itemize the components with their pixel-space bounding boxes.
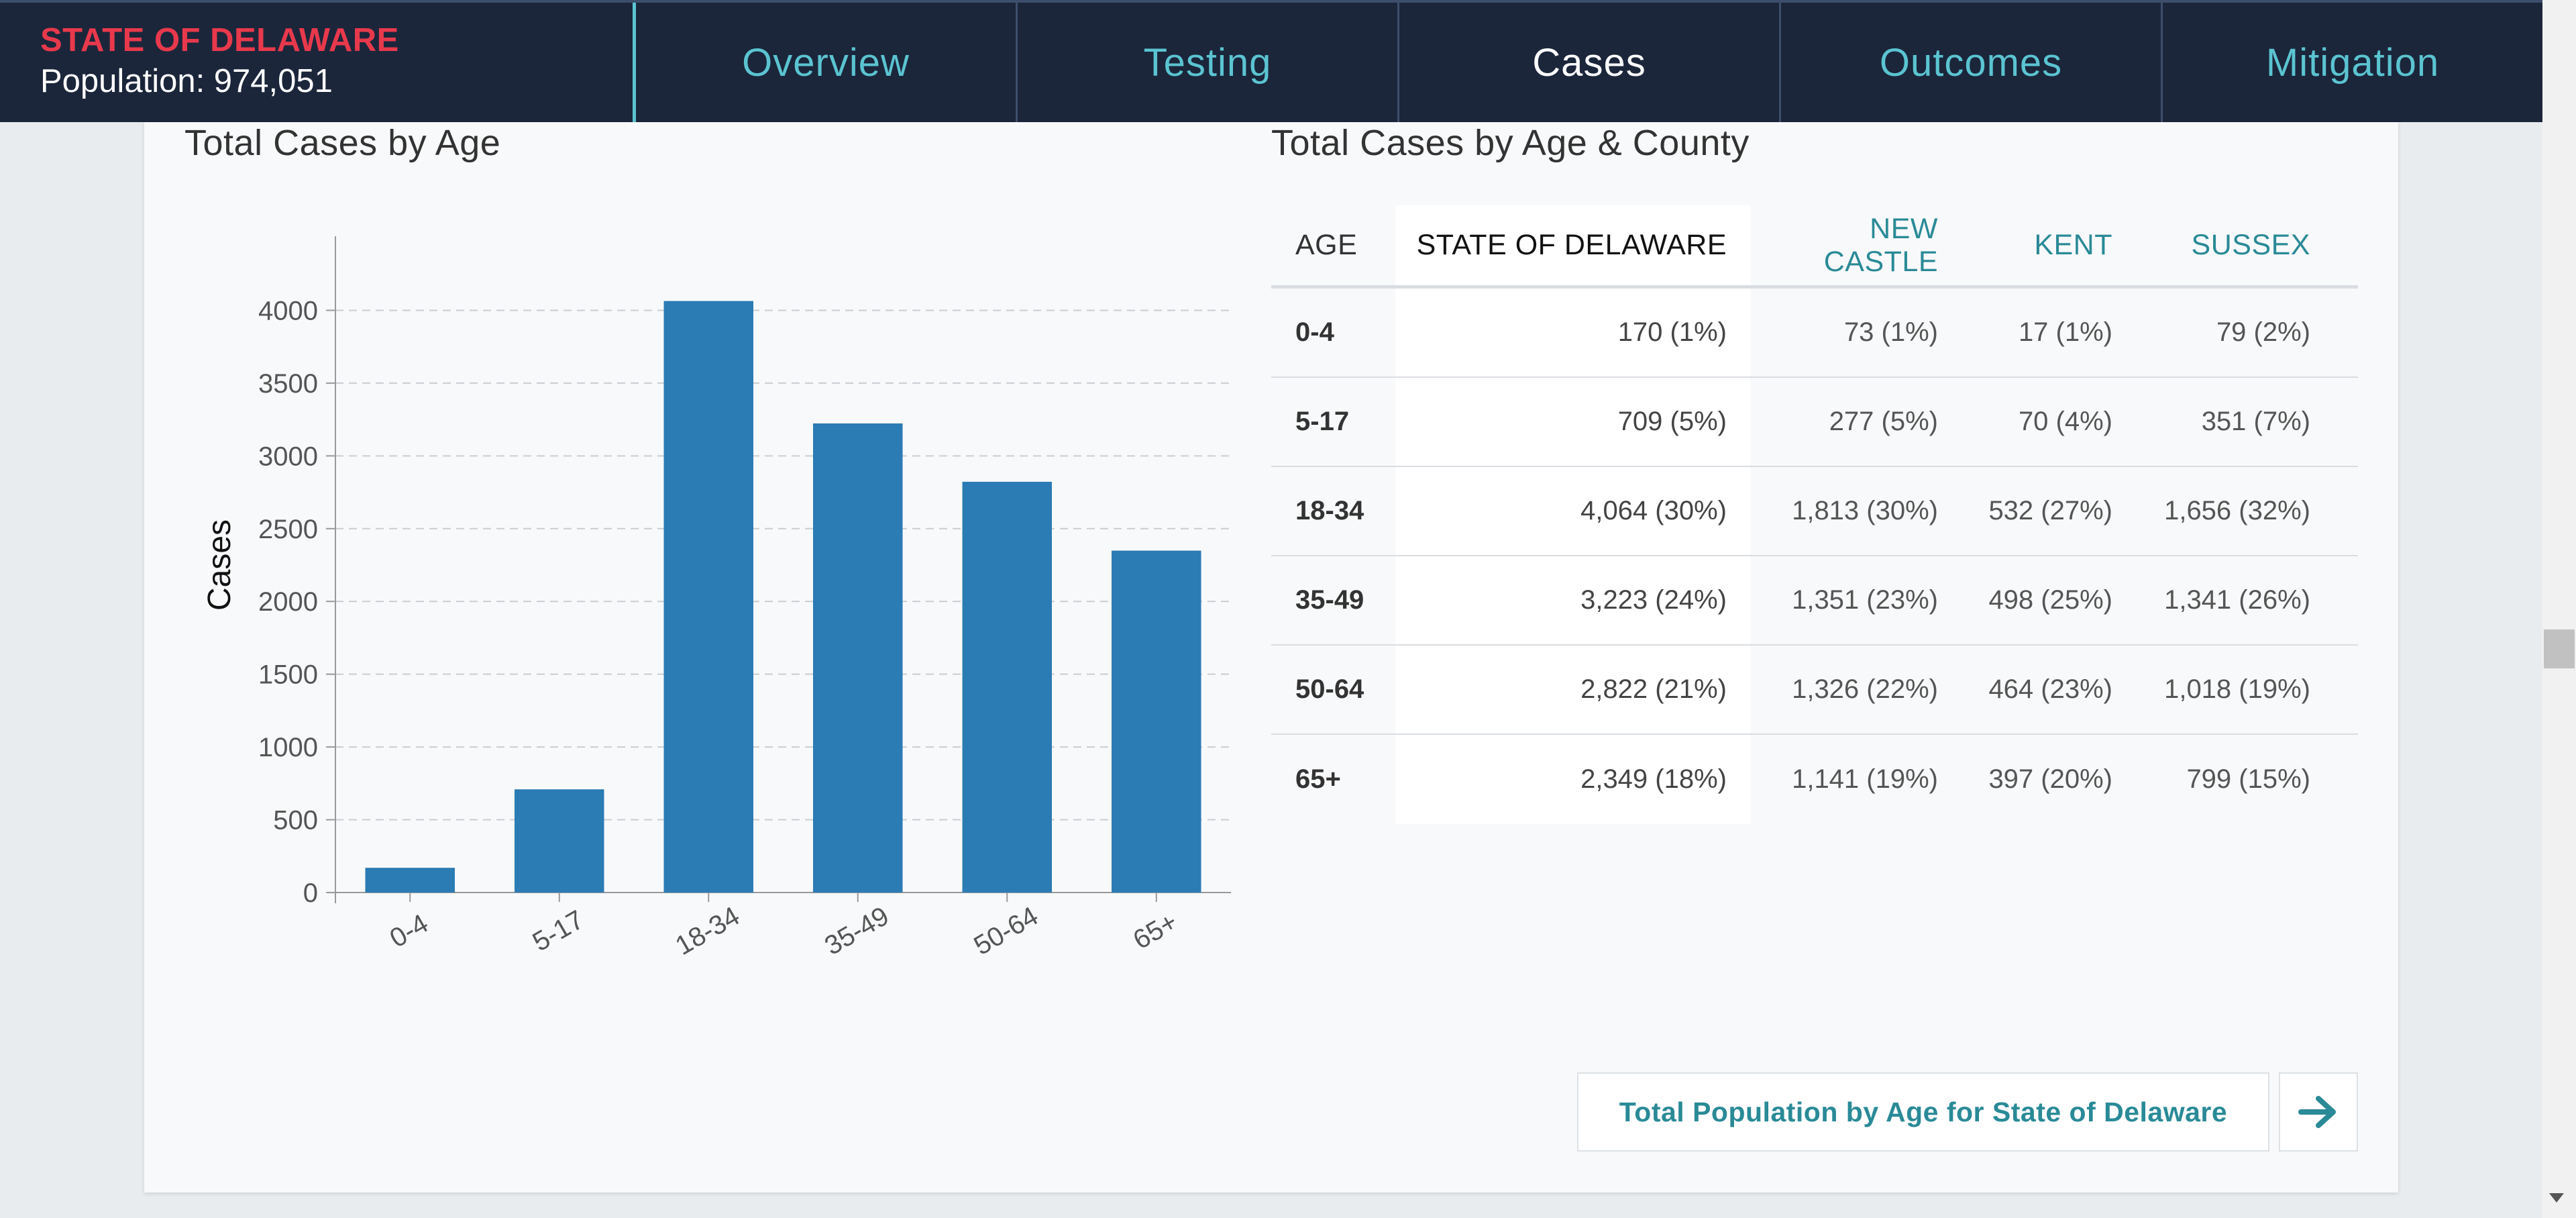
cell-sussex: 1,018 (19%) [2164,674,2310,704]
table-row: 0-4 170 (1%) 73 (1%) 17 (1%) 79 (2%) [1271,289,2358,378]
tab-outcomes[interactable]: Outcomes [1779,3,2161,122]
scrollbar-thumb[interactable] [2544,629,2575,668]
page-scrollbar[interactable] [2542,0,2576,1218]
y-tick-label: 2000 [258,587,318,617]
y-tick-label: 500 [273,806,318,835]
cell-kent: 17 (1%) [2018,317,2112,347]
top-header: STATE OF DELAWARE Population: 974,051 Ov… [0,0,2542,122]
x-tick-label: 0-4 [385,909,433,954]
cell-age: 0-4 [1295,317,1334,347]
y-tick-label: 2500 [258,515,318,544]
arrow-right-icon [2298,1096,2336,1128]
cell-new-castle: 1,351 (23%) [1792,585,1938,615]
y-tick-label: 1000 [258,733,318,762]
table-row: 50-64 2,822 (21%) 1,326 (22%) 464 (23%) … [1271,646,2358,735]
cell-age: 5-17 [1295,407,1350,436]
table-row: 35-49 3,223 (24%) 1,351 (23%) 498 (25%) … [1271,556,2358,646]
col-header-state[interactable]: STATE OF DELAWARE [1395,205,1751,285]
cell-sussex: 1,341 (26%) [2164,585,2310,615]
y-tick-label: 0 [303,878,318,908]
cell-new-castle: 1,326 (22%) [1792,674,1938,704]
brand-block: STATE OF DELAWARE Population: 974,051 [0,3,636,122]
table-row: 18-34 4,064 (30%) 1,813 (30%) 532 (27%) … [1271,467,2358,556]
state-name: STATE OF DELAWARE [40,22,399,58]
x-tick-label: 18-34 [670,901,745,961]
cell-kent: 532 (27%) [1988,496,2112,525]
cell-sussex: 351 (7%) [2201,407,2310,436]
cell-new-castle: 1,141 (19%) [1792,764,1938,794]
cell-age: 65+ [1295,764,1341,794]
cases-table: AGE STATE OF DELAWARE NEW CASTLE KENT SU… [1271,205,2358,824]
cell-sussex: 1,656 (32%) [2164,496,2310,525]
tab-cases[interactable]: Cases [1397,3,1779,122]
y-tick-label: 4000 [258,296,318,325]
cell-kent: 397 (20%) [1988,764,2112,794]
cell-state: 4,064 (30%) [1395,467,1751,555]
cell-kent: 464 (23%) [1988,674,2112,704]
cell-state: 3,223 (24%) [1395,556,1751,644]
tab-testing[interactable]: Testing [1016,3,1397,122]
table-header-row: AGE STATE OF DELAWARE NEW CASTLE KENT SU… [1271,205,2358,289]
next-arrow-button[interactable] [2279,1072,2358,1152]
bar-35-49 [813,423,903,893]
chart-title: Total Cases by Age [184,123,501,163]
cell-sussex: 799 (15%) [2186,764,2310,794]
cases-by-age-chart: 0 500 1000 1500 2000 2500 3000 3500 4000 0-4 5-17 1… [202,236,1231,961]
x-tick-label: 65+ [1128,907,1183,955]
cell-new-castle: 277 (5%) [1829,407,1938,436]
table-body: 0-4 170 (1%) 73 (1%) 17 (1%) 79 (2%) 5-1… [1271,289,2358,824]
x-tick-label: 50-64 [969,901,1043,961]
col-header-sussex[interactable]: SUSSEX [2191,229,2310,261]
bar-5-17 [515,789,604,893]
cell-kent: 70 (4%) [2018,407,2112,436]
cell-age: 35-49 [1295,585,1364,615]
cell-state: 170 (1%) [1395,289,1751,376]
cell-new-castle: 1,813 (30%) [1792,496,1938,525]
x-tick-label: 35-49 [820,901,894,961]
cell-state: 2,349 (18%) [1395,735,1751,824]
table-row: 5-17 709 (5%) 277 (5%) 70 (4%) 351 (7%) [1271,378,2358,467]
content-card: Total Cases by Age Total Cases by Age & … [144,122,2398,1192]
cell-age: 50-64 [1295,674,1364,704]
col-header-kent[interactable]: KENT [2034,229,2112,261]
cell-new-castle: 73 (1%) [1843,317,1938,347]
cell-state: 2,822 (21%) [1395,646,1751,733]
bar-18-34 [663,301,753,893]
col-header-new-castle[interactable]: NEW CASTLE [1823,212,1938,278]
bar-0-4 [365,868,455,893]
population-label: Population: 974,051 [40,63,333,99]
y-tick-label: 1500 [258,660,318,690]
cell-sussex: 79 (2%) [2216,317,2310,347]
y-tick-label: 3000 [258,442,318,471]
main-nav: Overview Testing Cases Outcomes Mitigati… [636,3,2542,122]
population-by-age-link[interactable]: Total Population by Age for State of Del… [1577,1072,2269,1152]
cell-age: 18-34 [1295,496,1364,525]
tab-overview[interactable]: Overview [742,40,910,85]
bar-50-64 [962,481,1052,893]
y-axis-label: Cases [202,519,237,611]
table-title: Total Cases by Age & County [1271,123,1750,163]
col-header-age: AGE [1295,229,1358,261]
table-row: 65+ 2,349 (18%) 1,141 (19%) 397 (20%) 79… [1271,735,2358,824]
bar-65+ [1112,550,1201,893]
tab-mitigation[interactable]: Mitigation [2161,3,2542,122]
cell-state: 709 (5%) [1395,378,1751,466]
x-tick-label: 5-17 [528,905,589,957]
scroll-down-icon[interactable] [2549,1193,2564,1203]
y-tick-label: 3500 [258,369,318,399]
cell-kent: 498 (25%) [1988,585,2112,615]
